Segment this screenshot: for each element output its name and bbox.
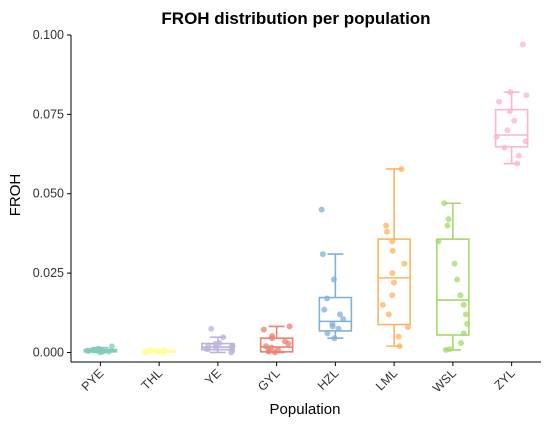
- x-tick-label: WSL: [430, 366, 459, 395]
- iqr-box: [436, 238, 470, 336]
- box-zyl: [493, 41, 530, 167]
- data-point: [462, 311, 469, 318]
- data-point: [511, 117, 518, 124]
- data-point: [519, 41, 526, 48]
- iqr-box: [318, 296, 353, 332]
- data-point: [260, 326, 267, 333]
- x-tick-label: ZYL: [492, 366, 518, 392]
- data-point: [405, 324, 411, 331]
- iqr-box: [259, 337, 294, 353]
- data-point: [389, 247, 396, 254]
- data-point: [324, 295, 330, 302]
- data-point: [496, 98, 503, 105]
- data-point: [445, 216, 452, 223]
- y-tick-label: 0.075: [33, 107, 64, 121]
- data-point: [451, 260, 458, 267]
- y-axis: 0.000 0.025 0.050 0.075 0.100: [33, 28, 72, 362]
- box-pye: [83, 343, 118, 356]
- data-point: [286, 323, 293, 330]
- data-point: [391, 279, 397, 286]
- x-tick-label: THL: [139, 366, 166, 393]
- x-axis: PYE THL YE GYL HZL LML WSL ZYL: [71, 361, 541, 395]
- x-tick-label: PYE: [79, 366, 107, 394]
- data-point: [501, 144, 508, 151]
- y-axis-title: FROH: [7, 174, 24, 217]
- x-tick-label: GYL: [255, 366, 283, 394]
- data-point: [337, 311, 343, 318]
- y-tick-label: 0.025: [33, 266, 64, 280]
- data-point: [379, 301, 386, 308]
- y-tick-label: 0.050: [33, 187, 64, 201]
- x-tick-label: HZL: [315, 366, 342, 393]
- data-point: [285, 340, 292, 347]
- iqr-box: [494, 108, 529, 148]
- data-point: [319, 251, 326, 258]
- data-point: [321, 306, 328, 313]
- box-ye: [201, 325, 236, 356]
- data-point: [441, 200, 448, 207]
- data-point: [329, 323, 336, 330]
- data-point: [384, 228, 390, 235]
- iqr-box: [377, 238, 411, 326]
- box-hzl: [318, 206, 353, 342]
- data-point: [444, 222, 451, 229]
- x-axis-title: Population: [270, 401, 341, 418]
- data-point: [318, 206, 325, 213]
- data-point: [458, 340, 464, 346]
- box-lml: [377, 166, 411, 350]
- data-point: [383, 222, 390, 229]
- data-point: [515, 152, 522, 159]
- data-point: [395, 333, 402, 340]
- data-point: [504, 127, 511, 134]
- data-point: [457, 292, 464, 299]
- box-thl: [142, 346, 176, 356]
- y-tick-label: 0.000: [33, 345, 64, 359]
- y-tick-label: 0.100: [33, 28, 64, 42]
- box-wsl: [435, 200, 471, 353]
- plot-area: [83, 41, 530, 356]
- data-point: [401, 260, 408, 267]
- x-tick-label: LML: [373, 366, 400, 393]
- data-point: [208, 325, 215, 332]
- data-point: [454, 276, 461, 283]
- data-point: [385, 311, 392, 318]
- x-tick-label: YE: [202, 366, 224, 388]
- data-point: [389, 292, 396, 299]
- data-point: [108, 343, 115, 350]
- box-gyl: [259, 323, 294, 356]
- data-point: [389, 270, 396, 277]
- data-point: [523, 92, 530, 99]
- data-point: [324, 330, 331, 337]
- data-point: [460, 301, 467, 308]
- chart-title: FROH distribution per population: [161, 9, 430, 28]
